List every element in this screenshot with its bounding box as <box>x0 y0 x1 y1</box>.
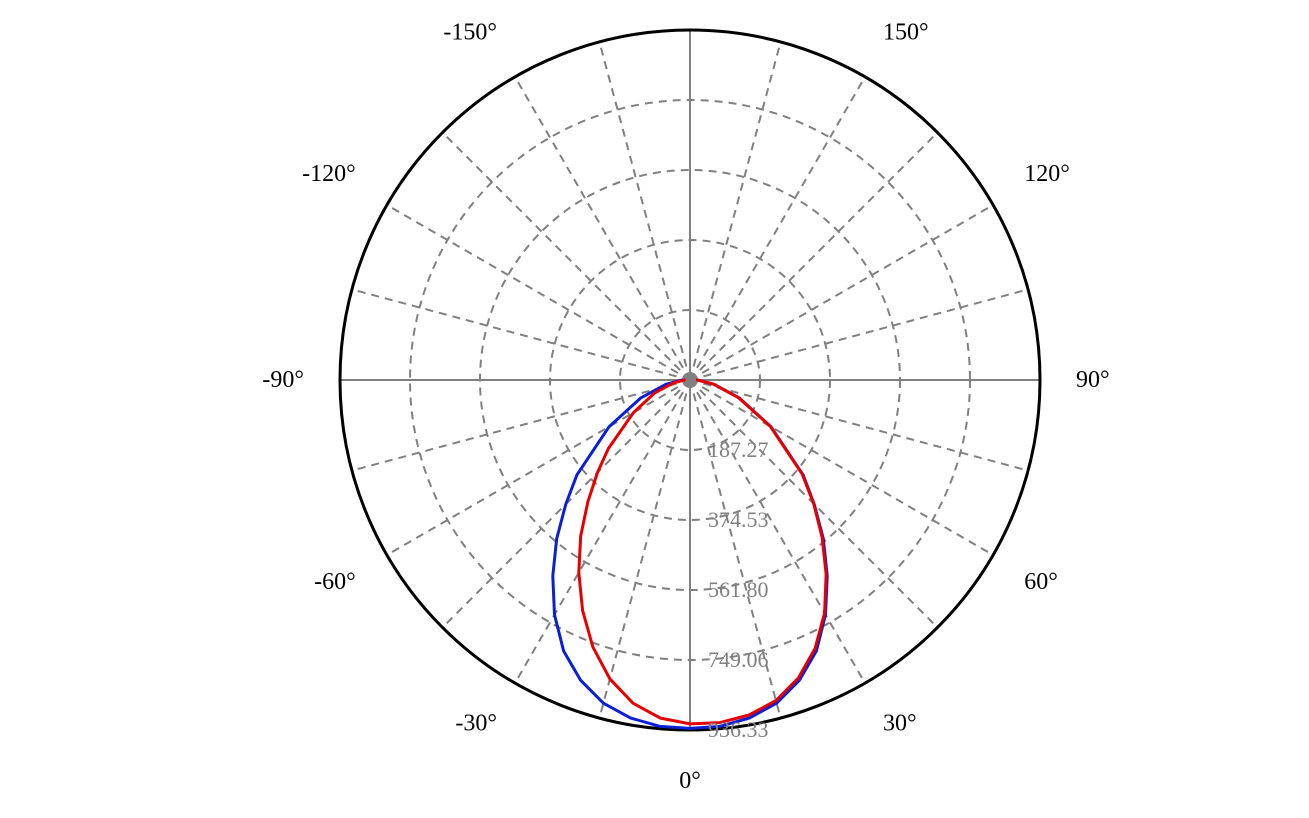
radial-tick-label: 374.53 <box>708 507 769 532</box>
angle-label: 60° <box>1024 569 1058 595</box>
angle-label: 120° <box>1024 161 1070 187</box>
angle-label: -60° <box>314 569 356 595</box>
radial-tick-label: 187.27 <box>708 437 769 462</box>
polar-chart: 187.27 374.53 561.80 749.06 936.33 0° 30° 60° 90… <box>0 0 1309 818</box>
angle-label: -120° <box>302 161 356 187</box>
angle-label: -30° <box>455 710 497 736</box>
radial-tick-label: 749.06 <box>708 647 769 672</box>
radial-tick-label: 561.80 <box>708 577 769 602</box>
angle-label: 90° <box>1076 367 1110 393</box>
angle-label: -90° <box>262 367 304 393</box>
angle-label: 0° <box>679 768 701 794</box>
angle-label: 30° <box>883 710 917 736</box>
radial-tick-label: 936.33 <box>708 717 769 742</box>
angle-label: 150° <box>883 20 929 46</box>
angle-label: -150° <box>443 20 497 46</box>
